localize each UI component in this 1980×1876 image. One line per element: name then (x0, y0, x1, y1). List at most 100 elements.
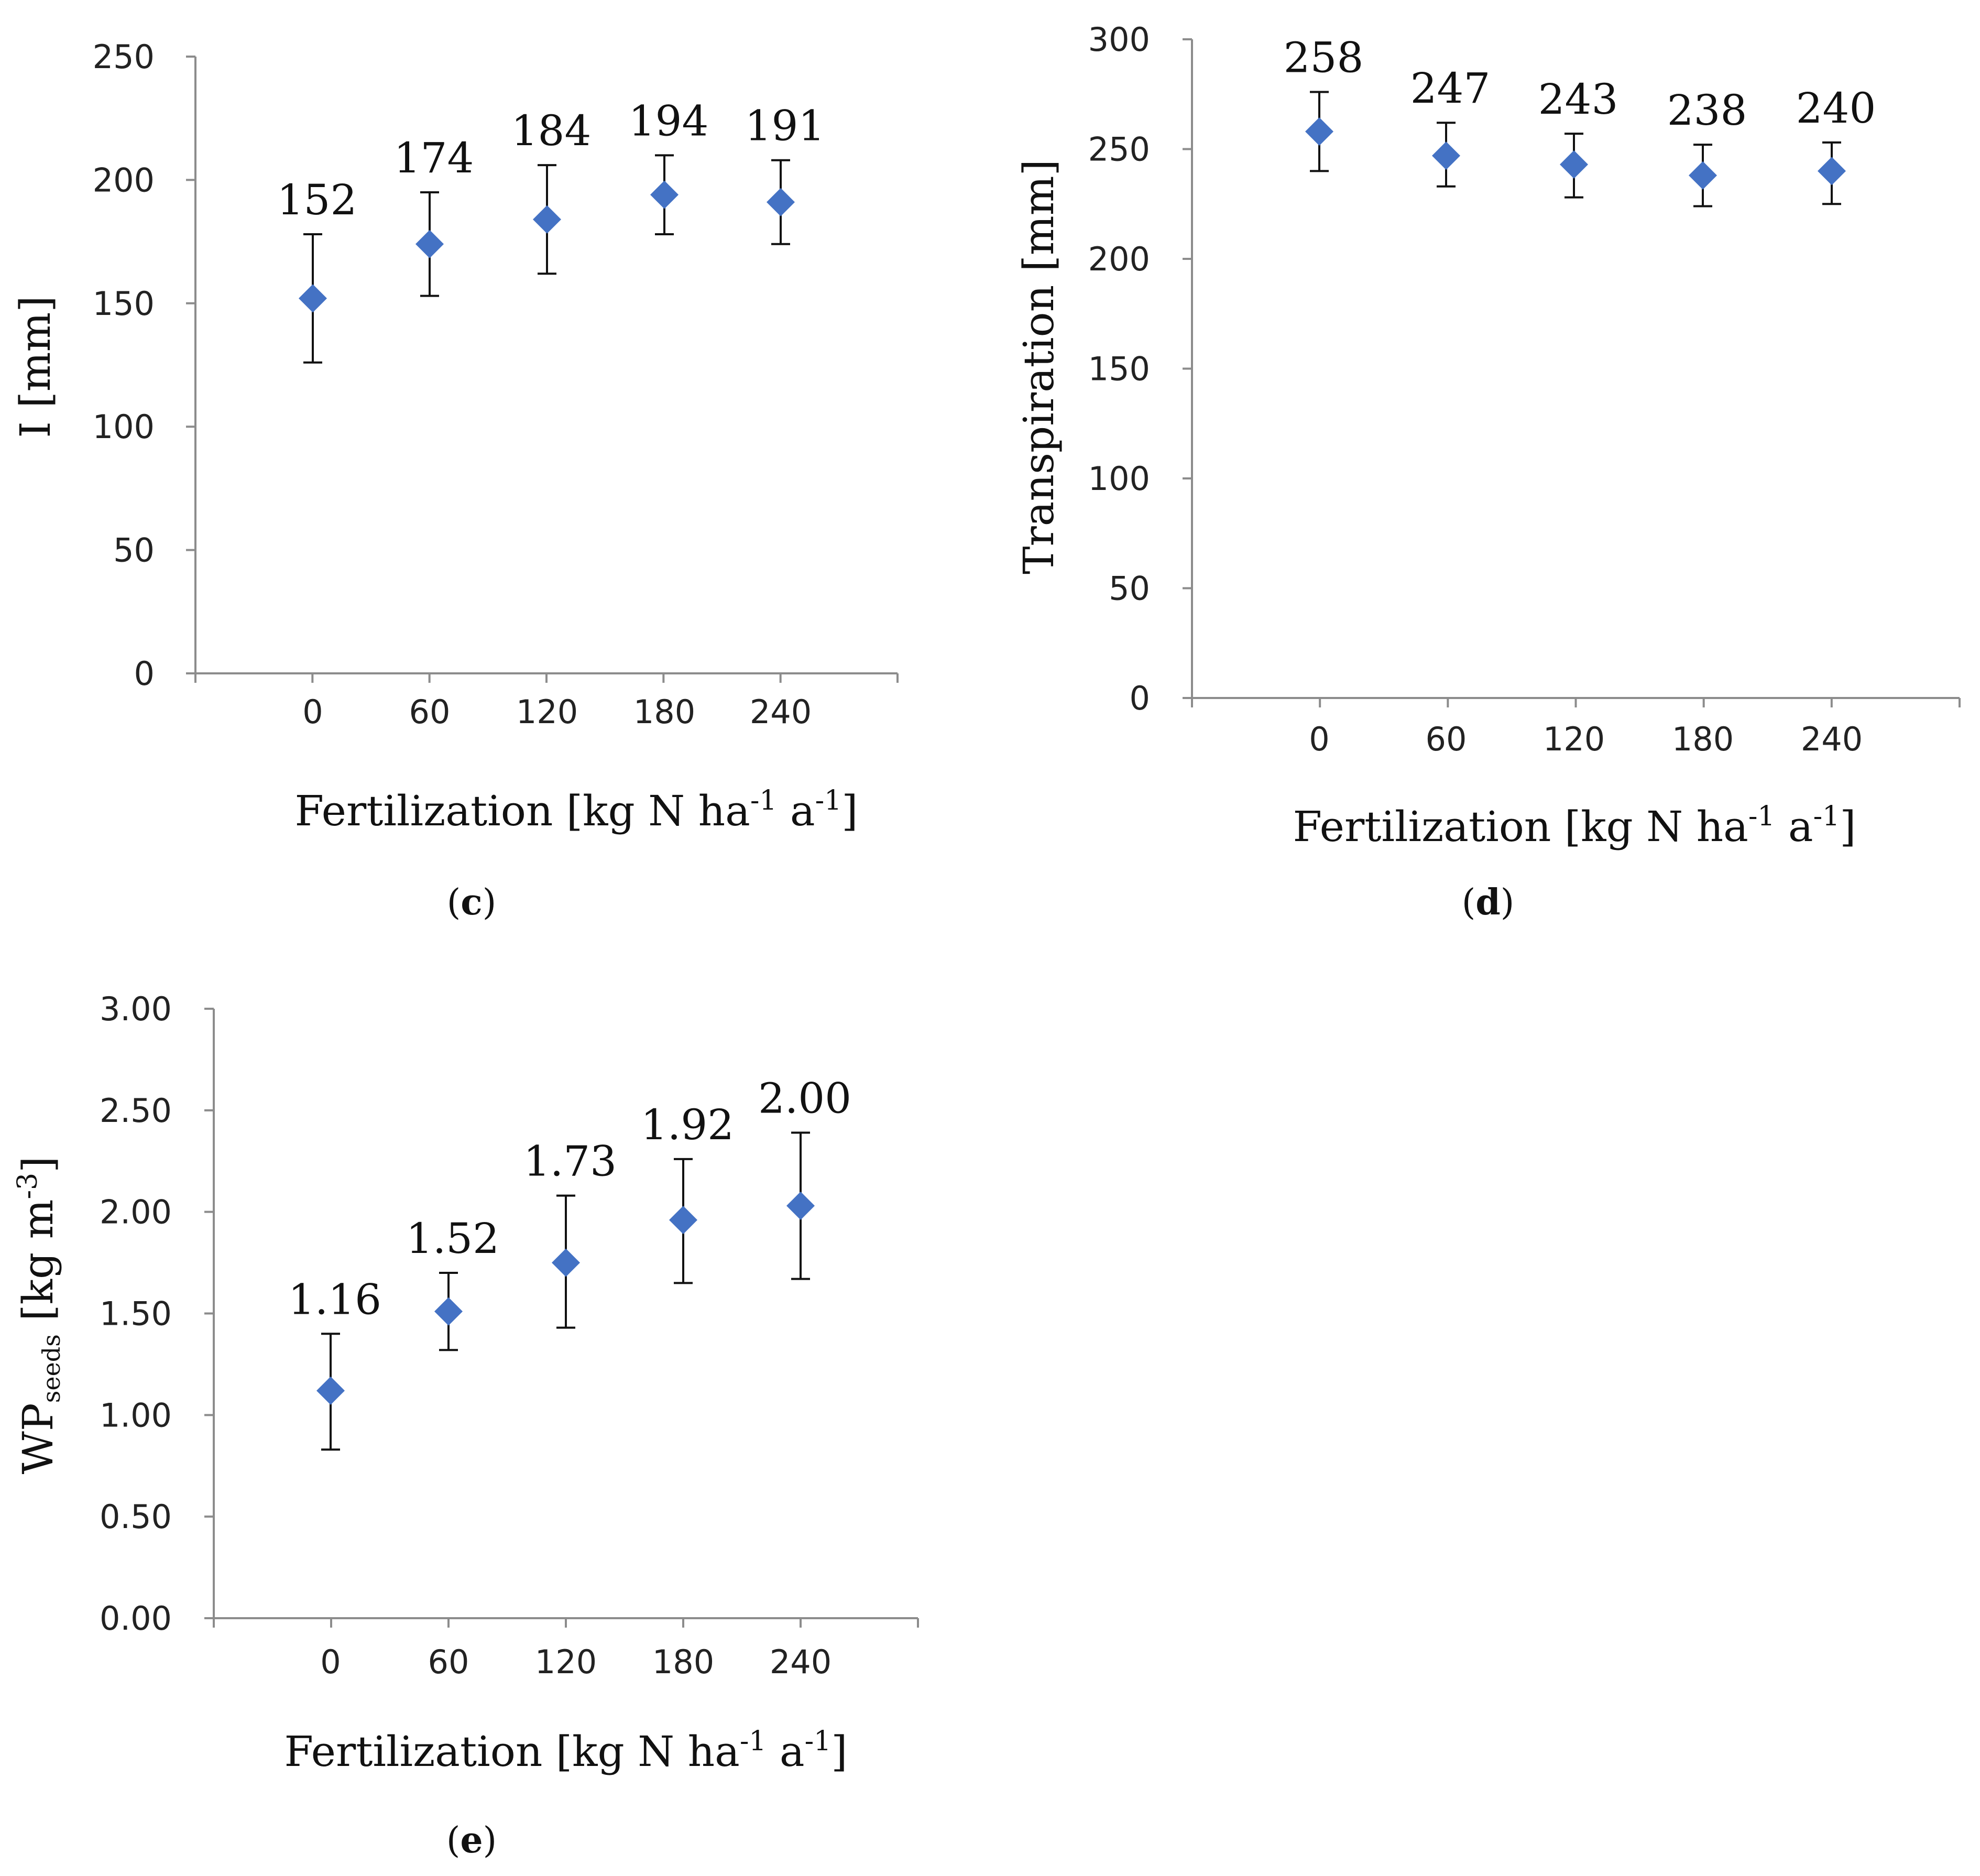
x-tick-label: 180 (652, 1643, 714, 1681)
data-value-label: 240 (1796, 84, 1876, 133)
x-axis-title-sup: -1 (815, 785, 842, 816)
x-tick-label: 240 (1801, 720, 1863, 758)
panel-label: (e) (446, 1819, 497, 1861)
x-axis-title: Fertilization [kg N ha-1 a-1] (1293, 801, 1856, 851)
y-axis-title: Transpiration [mm] (1014, 159, 1063, 574)
y-tick-label: 150 (1088, 350, 1150, 388)
data-point-marker (434, 1297, 463, 1326)
x-tick-label: 60 (409, 693, 451, 731)
data-value-label: 238 (1667, 86, 1747, 135)
data-value-label: 194 (629, 96, 709, 145)
data-point-marker (533, 205, 561, 234)
data-value-label: 1.92 (641, 1100, 734, 1149)
panel-label-close: ) (483, 882, 497, 923)
data-point-marker (415, 230, 444, 258)
x-tick-label: 180 (633, 693, 695, 731)
data-value-label: 191 (745, 102, 825, 150)
x-tick-label: 60 (1426, 720, 1467, 758)
data-point-marker (786, 1192, 815, 1220)
y-axis-title-end: [kg m (14, 1199, 62, 1335)
x-tick-label: 60 (428, 1643, 469, 1681)
y-tick-label: 0.00 (100, 1599, 172, 1638)
x-tick-label: 0 (1309, 720, 1329, 758)
x-axis-title-mid: a (1775, 802, 1813, 851)
x-tick-label: 120 (516, 693, 578, 731)
data-point-marker (669, 1206, 697, 1235)
data-point-marker (1560, 150, 1588, 179)
panel-e: 0.00 0.50 1.00 1.50 2.00 2.50 3.00 0 60 120 180 240… (12, 990, 919, 1861)
y-axis-title-close: ] (14, 1157, 62, 1173)
x-axis-title-end: ] (831, 1727, 847, 1776)
y-tick-label: 300 (1088, 20, 1150, 59)
y-tick-label: 0 (1130, 679, 1150, 717)
x-axis-title-main: Fertilization [kg N ha (1293, 802, 1748, 851)
data-point-marker (1432, 141, 1460, 170)
x-axis-title-main: Fertilization [kg N ha (295, 787, 750, 835)
x-axis-title-end: ] (841, 787, 858, 835)
y-axis-title: WPseeds [kg m-3] (12, 1157, 65, 1475)
panel-label-letter: c (461, 881, 482, 923)
panel-label-close: ) (1501, 882, 1515, 923)
y-tick-label: 150 (93, 285, 155, 323)
panel-label-open: ( (446, 1820, 461, 1861)
data-value-label: 1.52 (406, 1214, 499, 1263)
data-point-marker (316, 1376, 345, 1405)
data-point-marker (1689, 161, 1717, 190)
x-axis-title-end: ] (1840, 802, 1856, 851)
x-axis-title-mid: a (776, 787, 815, 835)
data-value-label: 247 (1410, 64, 1491, 113)
y-axis-title-main: WP (14, 1403, 62, 1474)
x-axis-title-mid: a (766, 1727, 804, 1776)
x-axis-title-main: Fertilization [kg N ha (285, 1727, 740, 1776)
data-value-label: 152 (277, 176, 357, 224)
data-point-marker (1818, 157, 1846, 186)
y-tick-label: 100 (93, 408, 155, 446)
panel-label-close: ) (483, 1820, 497, 1861)
panel-c: 0 50 100 150 200 250 0 60 120 180 240 152 174 184 194 1… (11, 38, 899, 923)
y-axis-title: I [mm] (11, 296, 60, 438)
x-axis-title-sup: -1 (805, 1726, 832, 1757)
y-tick-label: 100 (1088, 460, 1150, 498)
x-axis-title-sup: -1 (740, 1726, 767, 1757)
y-tick-label: 200 (1088, 240, 1150, 278)
x-axis-title-sup: -1 (750, 785, 777, 816)
y-tick-label: 50 (1109, 570, 1150, 608)
y-tick-label: 1.50 (100, 1295, 172, 1333)
x-tick-label: 240 (770, 1643, 832, 1681)
x-tick-label: 0 (320, 1643, 341, 1681)
y-tick-label: 0.50 (100, 1498, 172, 1536)
x-axis-title-sup: -1 (1813, 801, 1840, 832)
y-axis-title-sub: seeds (37, 1334, 65, 1403)
data-point-marker (767, 188, 795, 216)
panel-label-open: ( (1462, 882, 1476, 923)
data-value-label: 1.16 (288, 1275, 381, 1324)
x-tick-label: 240 (750, 693, 812, 731)
data-point-marker (650, 180, 679, 209)
y-axis-title-sup: -3 (12, 1173, 43, 1199)
data-point-marker (299, 284, 327, 313)
y-tick-label: 0 (134, 655, 155, 693)
y-tick-label: 250 (1088, 130, 1150, 169)
y-tick-label: 2.50 (100, 1092, 172, 1130)
y-tick-label: 200 (93, 161, 155, 199)
x-axis-title: Fertilization [kg N ha-1 a-1] (295, 785, 858, 835)
y-tick-label: 250 (93, 38, 155, 76)
data-value-label: 184 (511, 106, 592, 155)
x-axis-title: Fertilization [kg N ha-1 a-1] (285, 1726, 848, 1776)
y-tick-label: 1.00 (100, 1396, 172, 1434)
data-value-label: 2.00 (758, 1074, 851, 1122)
panel-d: 0 50 100 150 200 250 300 0 60 120 180 240 258 247 243 2… (1014, 20, 1961, 923)
panel-label-letter: e (460, 1819, 483, 1861)
x-tick-label: 180 (1672, 720, 1734, 758)
y-tick-label: 2.00 (100, 1193, 172, 1231)
x-tick-label: 120 (1543, 720, 1605, 758)
x-tick-label: 120 (535, 1643, 597, 1681)
panel-label: (d) (1462, 881, 1515, 923)
data-value-label: 1.73 (523, 1137, 617, 1186)
data-value-label: 174 (394, 134, 474, 182)
y-axis-title-main: Transpiration [mm] (1014, 159, 1063, 574)
panel-label: (c) (447, 881, 496, 923)
x-tick-label: 0 (302, 693, 323, 731)
panel-label-open: ( (447, 882, 461, 923)
